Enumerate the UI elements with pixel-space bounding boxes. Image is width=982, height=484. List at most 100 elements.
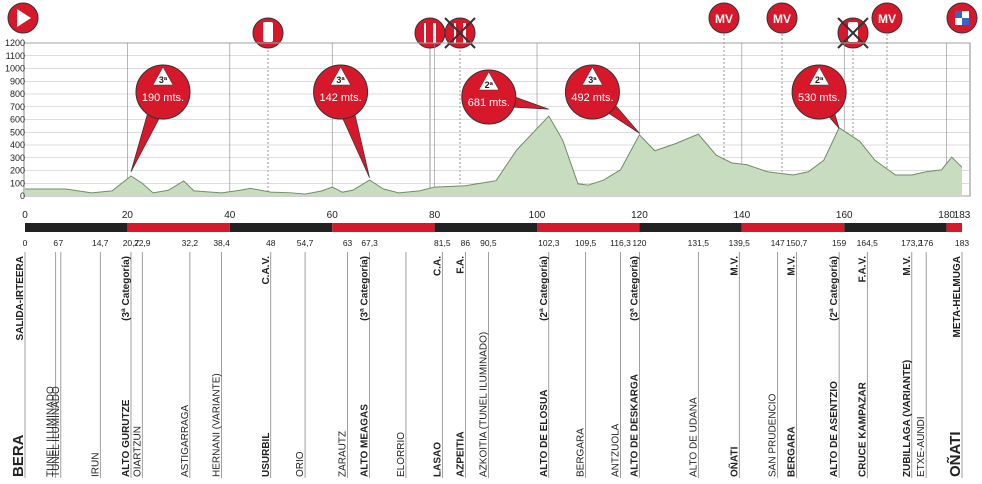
climb-marker: 3ª 142 mts.: [313, 64, 370, 179]
x-tick-label: 20: [122, 210, 134, 221]
km-bar-segment: [229, 223, 333, 232]
waypoint-km: 120: [632, 238, 646, 248]
km-bar-segment: [741, 223, 845, 232]
km-bar-segment: [844, 223, 947, 232]
waypoint-km: 116,3: [610, 238, 631, 248]
finish-icon: [946, 2, 978, 34]
waypoint-name: ELORRIO: [396, 432, 407, 477]
y-tick-label: 1200: [5, 38, 25, 48]
waypoint-km: 20,7: [123, 238, 140, 248]
km-bar-segment: [946, 223, 962, 232]
waypoint-name: ZARAUTZ: [338, 431, 349, 477]
climb-badge: [582, 66, 603, 86]
waypoint-name: AZKOITIA (TUNEL ILUMINADO): [478, 332, 489, 477]
waypoint-name: AZPEITIA: [455, 431, 466, 477]
waypoint-km: 183: [955, 238, 969, 248]
waypoint-km: 150,7: [786, 238, 808, 248]
waypoint-name: LASAO: [432, 442, 443, 477]
climb-marker: 3ª 492 mts.: [564, 64, 640, 134]
x-tick-label: 160: [836, 210, 853, 221]
waypoint-name: ALTO DE ASENTZIO: [829, 381, 840, 477]
waypoint-km: 0: [23, 238, 28, 248]
climb-category: 2ª: [815, 75, 824, 85]
climb-altitude: 530 mts.: [798, 92, 840, 104]
y-tick-label: 200: [10, 166, 25, 176]
mv-icon: MV: [871, 2, 903, 34]
climb-badge: [152, 66, 174, 86]
climb-balloon: [135, 64, 191, 120]
waypoint-km: 86: [461, 238, 471, 248]
profile-area: [25, 116, 962, 196]
waypoint-note: M.V.: [902, 256, 913, 276]
climb-category: 3ª: [159, 75, 168, 85]
y-tick-label: 600: [10, 115, 25, 125]
x-tick-label: 180: [938, 210, 955, 221]
waypoint-km: 7: [58, 238, 63, 248]
waypoint-name: ZUBILLAGA (VARIANTE): [902, 360, 913, 477]
waypoint-km: 48: [266, 238, 276, 248]
waypoint-km: 147: [771, 238, 785, 248]
climb-balloon: [791, 64, 847, 120]
climb-badge: [478, 71, 500, 91]
waypoint-note: C.A.V.: [261, 256, 272, 285]
y-tick-label: 100: [10, 178, 25, 188]
waypoint-km: 164,5: [857, 238, 879, 248]
x-tick-label: 0: [22, 210, 28, 221]
climb-marker: 2ª 530 mts.: [791, 64, 847, 129]
waypoint-name: HERNANI (VARIANTE): [212, 373, 223, 477]
km-bar-segment: [332, 223, 435, 232]
km-bar-segment: [639, 223, 742, 232]
y-tick-label: 300: [10, 153, 25, 163]
waypoint-km: 176: [919, 238, 933, 248]
climb-balloon: [461, 69, 517, 125]
waypoint-km: 173,2: [901, 238, 923, 248]
waypoint-km: 54,7: [297, 238, 314, 248]
mv-icon: MV: [708, 2, 740, 34]
waypoint-note: (2ª Categoría): [539, 256, 550, 321]
y-tick-label: 900: [10, 76, 25, 86]
waypoint-note: C.A.: [432, 256, 443, 276]
waypoint-name: ASTIGARRAGA: [180, 404, 191, 477]
waypoint-km: 6: [53, 238, 58, 248]
waypoint-name: BERGARA: [576, 428, 587, 477]
feed-icon: [252, 17, 284, 49]
climb-badge: [808, 66, 830, 86]
waypoint-name: TUNEL ILUMINADO: [51, 386, 62, 477]
x-tick-label: 40: [224, 210, 236, 221]
food-icon: [414, 17, 446, 49]
y-tick-label: 1100: [6, 51, 25, 61]
climb-category: 2ª: [485, 80, 494, 90]
y-tick-label: 800: [10, 89, 25, 99]
climb-altitude: 681 mts.: [468, 97, 510, 109]
climb-altitude: 492 mts.: [571, 92, 613, 104]
climb-badge: [330, 66, 352, 86]
y-tick-label: 500: [10, 127, 25, 137]
waypoint-km: 109,5: [575, 238, 597, 248]
x-tick-label: 183: [954, 210, 971, 221]
waypoint-note: (2ª Categoría): [829, 256, 840, 321]
waypoint-name: OÑATI: [727, 446, 740, 477]
waypoint-km: 32,2: [182, 238, 199, 248]
climb-balloon: [564, 64, 620, 120]
mv-label: MV: [715, 12, 733, 26]
waypoint-km: 22,9: [134, 238, 151, 248]
start-icon: [7, 2, 39, 34]
waypoint-km: 38,4: [213, 238, 230, 248]
waypoint-note: META-HELMUGA: [952, 256, 963, 337]
x-tick-label: 80: [429, 210, 441, 221]
climb-altitude: 142 mts.: [319, 92, 361, 104]
climb-category: 3ª: [336, 75, 345, 85]
waypoint-name: IRUN: [90, 453, 101, 477]
climb-marker: 3ª 190 mts.: [130, 64, 191, 172]
waypoint-note: M.V.: [787, 256, 798, 276]
km-bar-segment: [127, 223, 230, 232]
waypoint-note: (3ª Categoría): [121, 256, 132, 321]
waypoint-name: ALTO DE DESKARGA: [629, 374, 640, 477]
waypoint-name: ALTO MEAGAS: [360, 404, 371, 477]
mv-label: MV: [773, 12, 791, 26]
waypoint-name: USURBIL: [261, 433, 272, 477]
waypoint-name: ALTO DE UDANA: [688, 397, 699, 477]
km-bar-segment: [25, 223, 128, 232]
waypoint-note: M.V.: [729, 256, 740, 276]
